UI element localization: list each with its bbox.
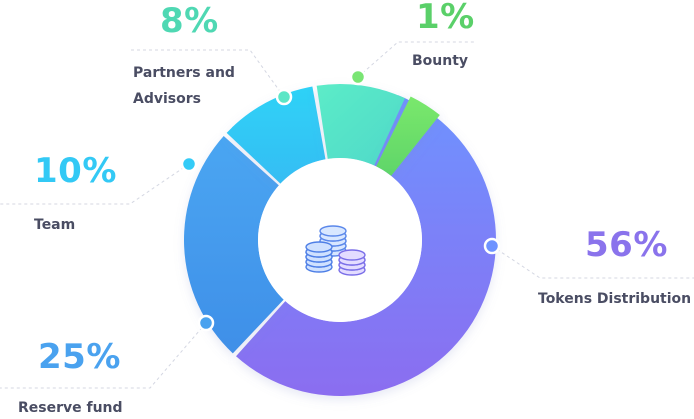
leader-line-partners-and-advisors [128, 49, 285, 98]
marker-dot-tokens-distribution [483, 237, 501, 255]
value-label-team: 10% [34, 151, 117, 191]
marker-dot-partners-and-advisors [275, 88, 293, 106]
slice-label-tokens-distribution: Tokens Distribution [538, 291, 692, 307]
slice-label-reserve-fund: Reserve fund [18, 400, 123, 416]
value-label-bounty: 1% [416, 0, 475, 37]
slice-partners-and-advisors [316, 84, 405, 166]
value-label-tokens-distribution: 56% [585, 225, 668, 265]
slice-reserve-fund [184, 136, 284, 354]
leader-line-bounty [357, 41, 474, 78]
marker-dot-bounty [349, 68, 367, 86]
slice-tokens-distribution [236, 95, 497, 396]
marker-dot-team [180, 155, 198, 173]
leader-line-team [0, 163, 190, 205]
leader-line-tokens-distribution [491, 245, 694, 279]
value-label-reserve-fund: 25% [38, 337, 121, 377]
coin-stack-icon [305, 225, 366, 276]
slice-team [226, 86, 326, 184]
value-label-partners-and-advisors: 8% [160, 1, 219, 41]
slice-label-partners-and-advisors: Partners and Advisors [133, 65, 235, 107]
slice-label-team: Team [34, 217, 76, 233]
leader-line-reserve-fund [0, 322, 207, 389]
marker-dot-reserve-fund [197, 314, 215, 332]
slice-bounty [376, 96, 440, 176]
slice-label-bounty: Bounty [412, 53, 469, 69]
